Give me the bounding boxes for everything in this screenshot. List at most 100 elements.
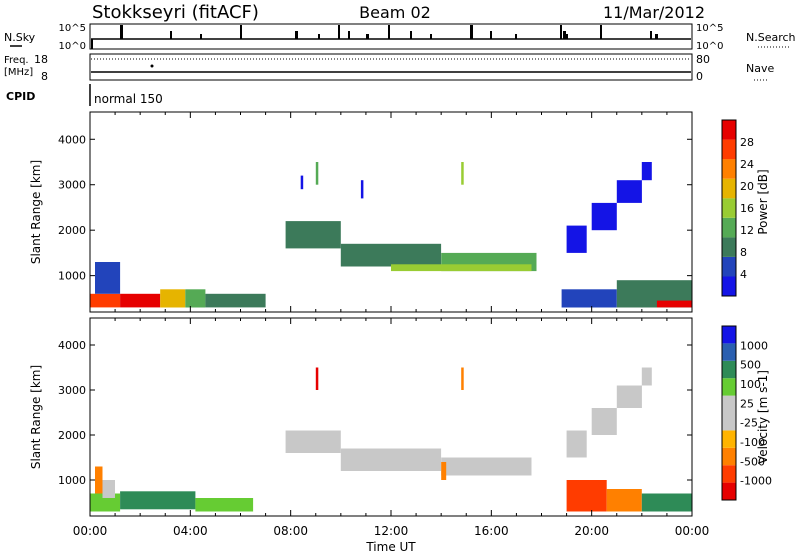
power-ytick-label: 1000 bbox=[58, 270, 86, 283]
velocity-axis: 1000 2000 3000 4000 bbox=[58, 318, 693, 516]
power-colorbar-frame bbox=[721, 119, 737, 297]
time-axis: 00:00 04:00 08:00 12:00 16:00 20:00 00:00 bbox=[73, 524, 710, 538]
velocity-colorbar-tick: -1000 bbox=[740, 475, 772, 488]
time-tick-label: 16:00 bbox=[474, 524, 509, 538]
power-colorbar-tick: 12 bbox=[740, 224, 754, 237]
velocity-cell bbox=[606, 489, 642, 512]
power-cell bbox=[120, 293, 161, 308]
time-tick-label: 08:00 bbox=[273, 524, 308, 538]
freq-tick-low: 8 bbox=[41, 70, 48, 83]
nsky-right-tick-high: 10^5 bbox=[696, 23, 723, 34]
nsky-spike bbox=[120, 25, 123, 39]
nsky-spike bbox=[515, 34, 517, 39]
velocity-cell bbox=[566, 430, 587, 458]
power-colorbar-segment bbox=[722, 276, 736, 296]
cpid-value: normal 150 bbox=[94, 92, 163, 106]
power-data-cells bbox=[90, 162, 693, 308]
nsky-spike bbox=[430, 34, 432, 39]
nave-tick-low: 0 bbox=[696, 70, 703, 83]
power-cell bbox=[185, 289, 206, 308]
nsky-tick-low: 10^0 bbox=[59, 41, 86, 52]
power-colorbar-segment bbox=[722, 198, 736, 218]
freq-strip bbox=[89, 53, 693, 81]
freq-outlier-point bbox=[150, 64, 154, 68]
nsky-spike bbox=[200, 34, 202, 39]
power-cell bbox=[160, 289, 186, 308]
velocity-cell bbox=[441, 457, 532, 476]
velocity-colorbar-segment bbox=[722, 430, 736, 448]
nsky-label: N.Sky bbox=[4, 31, 36, 44]
power-colorbar-tick: 4 bbox=[740, 268, 747, 281]
power-cell bbox=[391, 264, 532, 272]
power-colorbar-segment bbox=[722, 256, 736, 277]
power-cell bbox=[656, 300, 692, 308]
velocity-cell bbox=[195, 498, 254, 512]
velocity-colorbar-segment bbox=[722, 326, 736, 344]
velocity-ytick-label: 4000 bbox=[58, 339, 86, 352]
nsky-spike bbox=[410, 31, 412, 39]
time-tick-label: 20:00 bbox=[574, 524, 609, 538]
freq-label: Freq. bbox=[4, 55, 29, 66]
nsky-right-tick-low: 10^0 bbox=[696, 41, 723, 52]
nsky-spike bbox=[388, 25, 390, 39]
freq-unit: [MHz] bbox=[4, 67, 33, 78]
power-cell bbox=[90, 293, 121, 308]
power-cell bbox=[641, 162, 652, 181]
nsky-strip bbox=[89, 23, 693, 50]
velocity-cell bbox=[340, 448, 442, 471]
velocity-colorbar-segment bbox=[722, 360, 736, 379]
velocity-colorbar-segment bbox=[722, 465, 736, 483]
velocity-ytick-label: 1000 bbox=[58, 474, 86, 487]
power-ytick-label: 2000 bbox=[58, 224, 86, 237]
nsky-spike bbox=[655, 34, 658, 39]
time-axis-label: Time UT bbox=[365, 540, 416, 554]
nsky-spike bbox=[338, 25, 340, 39]
velocity-ylabel: Slant Range [km] bbox=[29, 365, 43, 469]
power-cell bbox=[300, 175, 304, 190]
time-tick-label: 00:00 bbox=[675, 524, 710, 538]
nave-label: Nave bbox=[746, 62, 774, 75]
nsky-spike bbox=[600, 25, 602, 39]
nsearch-label: N.Search bbox=[746, 31, 796, 44]
velocity-cell bbox=[95, 466, 103, 494]
velocity-cell bbox=[120, 491, 196, 510]
velocity-cell bbox=[591, 408, 617, 435]
velocity-colorbar: -1000 -500 -100 -25 25 100 500 1000 bbox=[721, 325, 772, 501]
power-colorbar-segment bbox=[722, 237, 736, 257]
velocity-cell bbox=[285, 430, 341, 453]
velocity-colorbar-tick: -500 bbox=[740, 455, 765, 468]
power-cell bbox=[566, 225, 587, 253]
nsky-spike bbox=[470, 25, 473, 39]
velocity-colorbar-segment bbox=[722, 343, 736, 361]
power-cell bbox=[340, 243, 442, 267]
nsky-spike bbox=[295, 31, 298, 39]
cpid-label: CPID bbox=[6, 90, 35, 103]
power-colorbar-tick: 8 bbox=[740, 246, 747, 259]
nsky-spike bbox=[348, 31, 350, 39]
beam-title: Beam 02 bbox=[359, 3, 431, 22]
nsky-spike bbox=[566, 34, 568, 39]
power-colorbar-tick: 24 bbox=[740, 158, 754, 171]
nsky-spike bbox=[563, 31, 566, 39]
time-tick-label: 12:00 bbox=[374, 524, 409, 538]
velocity-colorbar-tick: -25 bbox=[740, 417, 758, 430]
nsky-spike bbox=[366, 34, 369, 39]
velocity-colorbar-tick: 25 bbox=[740, 397, 754, 410]
velocity-colorbar-frame bbox=[721, 325, 737, 501]
nsky-trace bbox=[91, 25, 691, 49]
velocity-colorbar-tick: 500 bbox=[740, 359, 761, 372]
power-colorbar-tick: 20 bbox=[740, 180, 754, 193]
nave-tick-high: 80 bbox=[696, 53, 710, 66]
power-colorbar-tick: 16 bbox=[740, 202, 754, 215]
power-colorbar-segment bbox=[722, 159, 736, 179]
velocity-colorbar-tick: 1000 bbox=[740, 339, 768, 352]
nsky-spike bbox=[560, 25, 562, 39]
power-colorbar-segment bbox=[722, 120, 736, 140]
nsky-tick-high: 10^5 bbox=[59, 23, 86, 34]
power-cell bbox=[360, 180, 364, 199]
velocity-colorbar-segment bbox=[722, 413, 736, 431]
power-cell bbox=[461, 162, 464, 185]
velocity-colorbar-segment bbox=[722, 395, 736, 413]
velocity-cell bbox=[102, 480, 115, 498]
